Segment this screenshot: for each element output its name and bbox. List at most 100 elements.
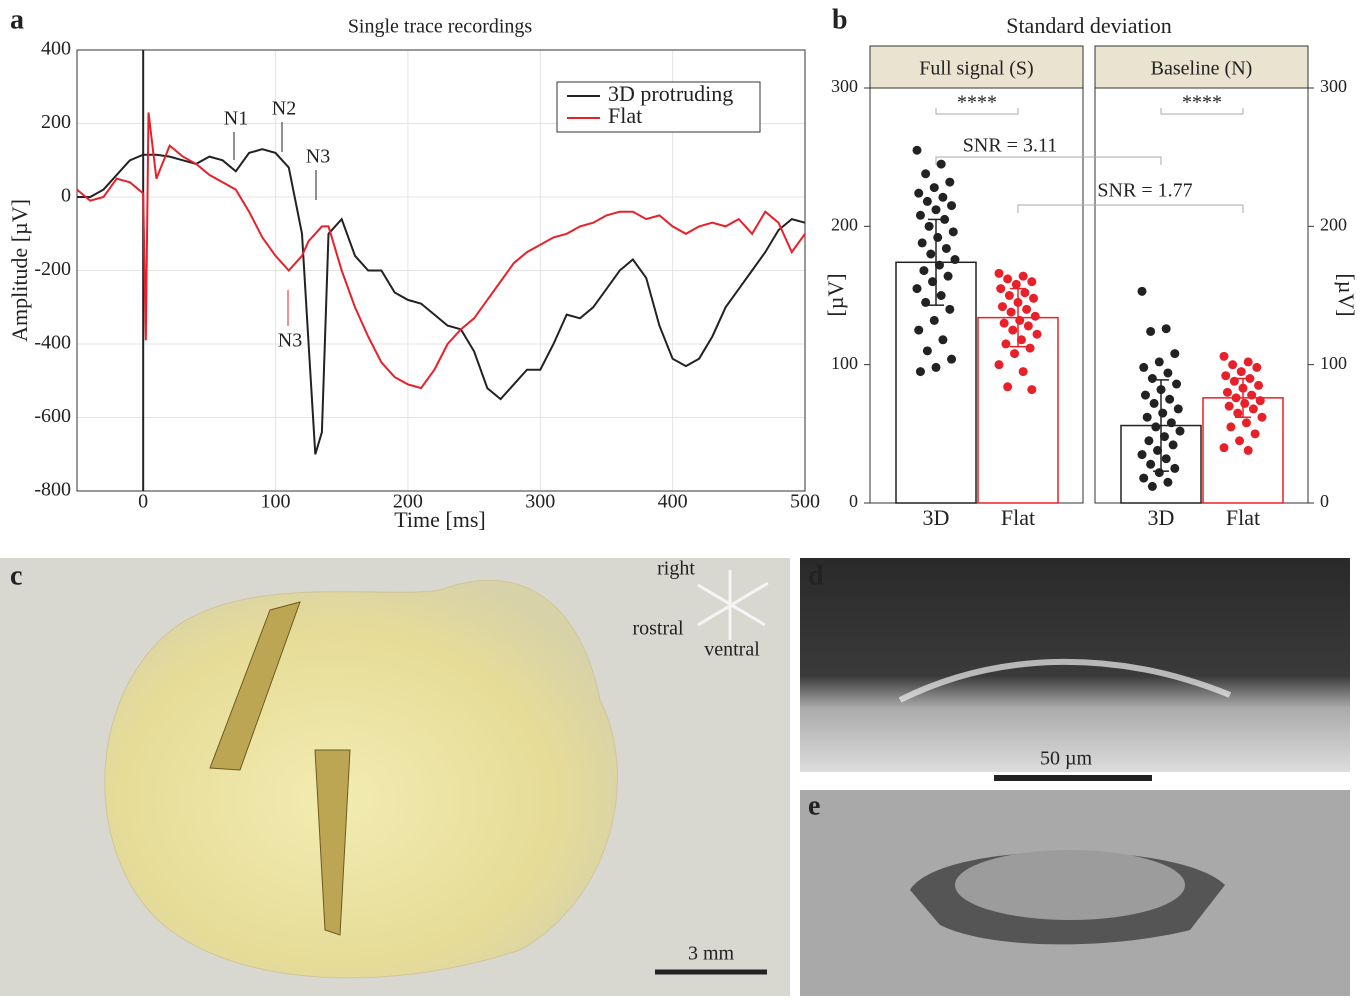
data-point (1031, 312, 1040, 321)
y-tick-label: 0 (61, 185, 71, 207)
data-point (1139, 363, 1148, 372)
data-point (914, 189, 923, 198)
data-point (1007, 308, 1016, 317)
data-point (1247, 391, 1256, 400)
data-point (913, 284, 922, 293)
data-point (1143, 413, 1152, 422)
x-tick-label: Flat (1226, 505, 1260, 530)
data-point (1233, 409, 1242, 418)
data-point (1019, 367, 1028, 376)
data-point (930, 316, 939, 325)
x-tick-label: 100 (261, 491, 291, 513)
annotation: N3 (306, 146, 330, 168)
data-point (1232, 393, 1241, 402)
significance: **** (1182, 92, 1222, 114)
y-tick-label: 0 (849, 491, 858, 511)
series-line (77, 149, 805, 454)
data-point (1024, 321, 1033, 330)
data-point (1249, 404, 1258, 413)
data-point (947, 355, 956, 364)
scale-label: 50 µm (1040, 748, 1093, 770)
data-point (937, 291, 946, 300)
data-point (1174, 404, 1183, 413)
data-point (1225, 402, 1234, 411)
data-point (938, 335, 947, 344)
data-point (942, 244, 951, 253)
y-tick-label: -600 (34, 405, 71, 427)
data-point (1258, 413, 1267, 422)
data-point (1221, 371, 1230, 380)
panel-label: c (10, 560, 22, 591)
data-point (930, 183, 939, 192)
data-point (1012, 280, 1021, 289)
data-point (1254, 381, 1263, 390)
data-point (1244, 357, 1253, 366)
data-point (1033, 330, 1042, 339)
data-point (925, 222, 934, 231)
data-point (1008, 326, 1017, 335)
data-point (1220, 443, 1229, 452)
data-point (1155, 357, 1164, 366)
y-axis-label: [µV] (823, 273, 848, 316)
y-tick-label: -800 (34, 479, 71, 501)
data-point (932, 363, 941, 372)
legend-label: Flat (608, 103, 642, 128)
data-point (1146, 327, 1155, 336)
annotation: N3 (278, 330, 302, 352)
data-point (1169, 440, 1178, 449)
data-point (918, 238, 927, 247)
annotation: N2 (272, 98, 296, 120)
data-point (923, 197, 932, 206)
data-point (938, 193, 947, 202)
y-tick-label: -400 (34, 332, 71, 354)
data-point (1139, 474, 1148, 483)
y-axis-label: [µV] (1334, 273, 1359, 316)
data-point (998, 302, 1007, 311)
data-point (1141, 391, 1150, 400)
data-point (1001, 339, 1010, 348)
y-tick-label: 200 (831, 214, 858, 234)
x-tick-label: 0 (138, 491, 148, 513)
series-line (77, 113, 805, 389)
data-point (926, 250, 935, 259)
y-tick-label: 300 (831, 76, 858, 96)
data-point (913, 146, 922, 155)
data-point (916, 367, 925, 376)
y-tick-label: 100 (831, 353, 858, 373)
data-point (1176, 427, 1185, 436)
y-tick-label: 200 (1320, 214, 1347, 234)
data-point (1146, 460, 1155, 469)
facet-title: Full signal (S) (919, 58, 1033, 80)
data-point (1148, 482, 1157, 491)
data-point (1223, 388, 1232, 397)
data-point (951, 255, 960, 264)
data-point (1150, 399, 1159, 408)
data-point (1003, 274, 1012, 283)
snr-label: SNR = 1.77 (1097, 180, 1192, 202)
data-point (923, 346, 932, 355)
data-point (1144, 436, 1153, 445)
data-point (932, 205, 941, 214)
direction: rostral (632, 618, 684, 640)
x-axis-label: Time [ms] (394, 507, 485, 532)
data-point (1138, 287, 1147, 296)
y-tick-label: 100 (1320, 353, 1347, 373)
snr-bracket (1018, 205, 1243, 213)
data-point (1151, 422, 1160, 431)
data-point (1226, 422, 1235, 431)
data-point (1155, 468, 1164, 477)
data-point (1027, 385, 1036, 394)
y-tick-label: 300 (1320, 76, 1347, 96)
data-point (1172, 380, 1181, 389)
y-axis-label: Amplitude [µV] (7, 199, 32, 342)
panel-label: b (832, 4, 848, 35)
significance: **** (957, 92, 997, 114)
snr-bracket (936, 157, 1161, 165)
x-tick-label: 400 (658, 491, 688, 513)
data-point (1163, 478, 1172, 487)
data-point (1251, 429, 1260, 438)
chart-title: Single trace recordings (348, 16, 533, 38)
data-point (1165, 395, 1174, 404)
chart-title: Standard deviation (1006, 13, 1172, 38)
data-point (1027, 277, 1036, 286)
